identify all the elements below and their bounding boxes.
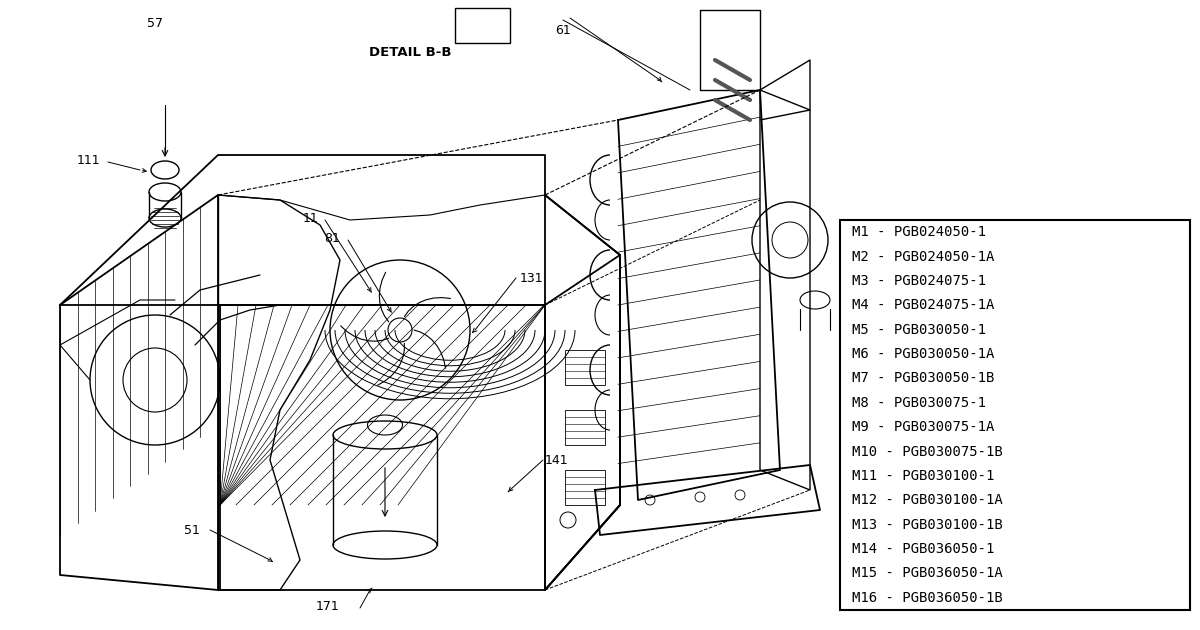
Text: M3 - PGB024075-1: M3 - PGB024075-1 [852, 274, 986, 288]
Text: 141: 141 [545, 454, 569, 466]
Text: M12 - PGB030100-1A: M12 - PGB030100-1A [852, 493, 1003, 507]
Text: 51: 51 [184, 524, 200, 537]
Text: M11 - PGB030100-1: M11 - PGB030100-1 [852, 469, 995, 483]
Text: M15 - PGB036050-1A: M15 - PGB036050-1A [852, 566, 1003, 580]
Text: 111: 111 [77, 154, 100, 166]
Text: M8 - PGB030075-1: M8 - PGB030075-1 [852, 396, 986, 410]
Text: M4 - PGB024075-1A: M4 - PGB024075-1A [852, 299, 995, 312]
Text: M5 - PGB030050-1: M5 - PGB030050-1 [852, 323, 986, 336]
Text: M2 - PGB024050-1A: M2 - PGB024050-1A [852, 249, 995, 263]
Text: 11: 11 [302, 212, 318, 224]
Text: DETAIL B-B: DETAIL B-B [368, 45, 451, 59]
Text: M1 - PGB024050-1: M1 - PGB024050-1 [852, 225, 986, 239]
Bar [565, 470, 605, 505]
Text: 57: 57 [148, 17, 163, 30]
Bar [565, 410, 605, 445]
Text: M10 - PGB030075-1B: M10 - PGB030075-1B [852, 445, 1003, 459]
Text: M13 - PGB030100-1B: M13 - PGB030100-1B [852, 518, 1003, 532]
Text: 61: 61 [554, 24, 571, 37]
Bar [455, 8, 510, 43]
Bar [565, 350, 605, 385]
Text: 81: 81 [324, 231, 340, 244]
Text: M9 - PGB030075-1A: M9 - PGB030075-1A [852, 420, 995, 434]
Text: M6 - PGB030050-1A: M6 - PGB030050-1A [852, 347, 995, 361]
Text: M16 - PGB036050-1B: M16 - PGB036050-1B [852, 591, 1003, 605]
Bar [840, 220, 1190, 610]
Text: 171: 171 [316, 600, 340, 613]
Text: 131: 131 [520, 272, 544, 285]
Text: M7 - PGB030050-1B: M7 - PGB030050-1B [852, 372, 995, 386]
Text: M14 - PGB036050-1: M14 - PGB036050-1 [852, 542, 995, 556]
